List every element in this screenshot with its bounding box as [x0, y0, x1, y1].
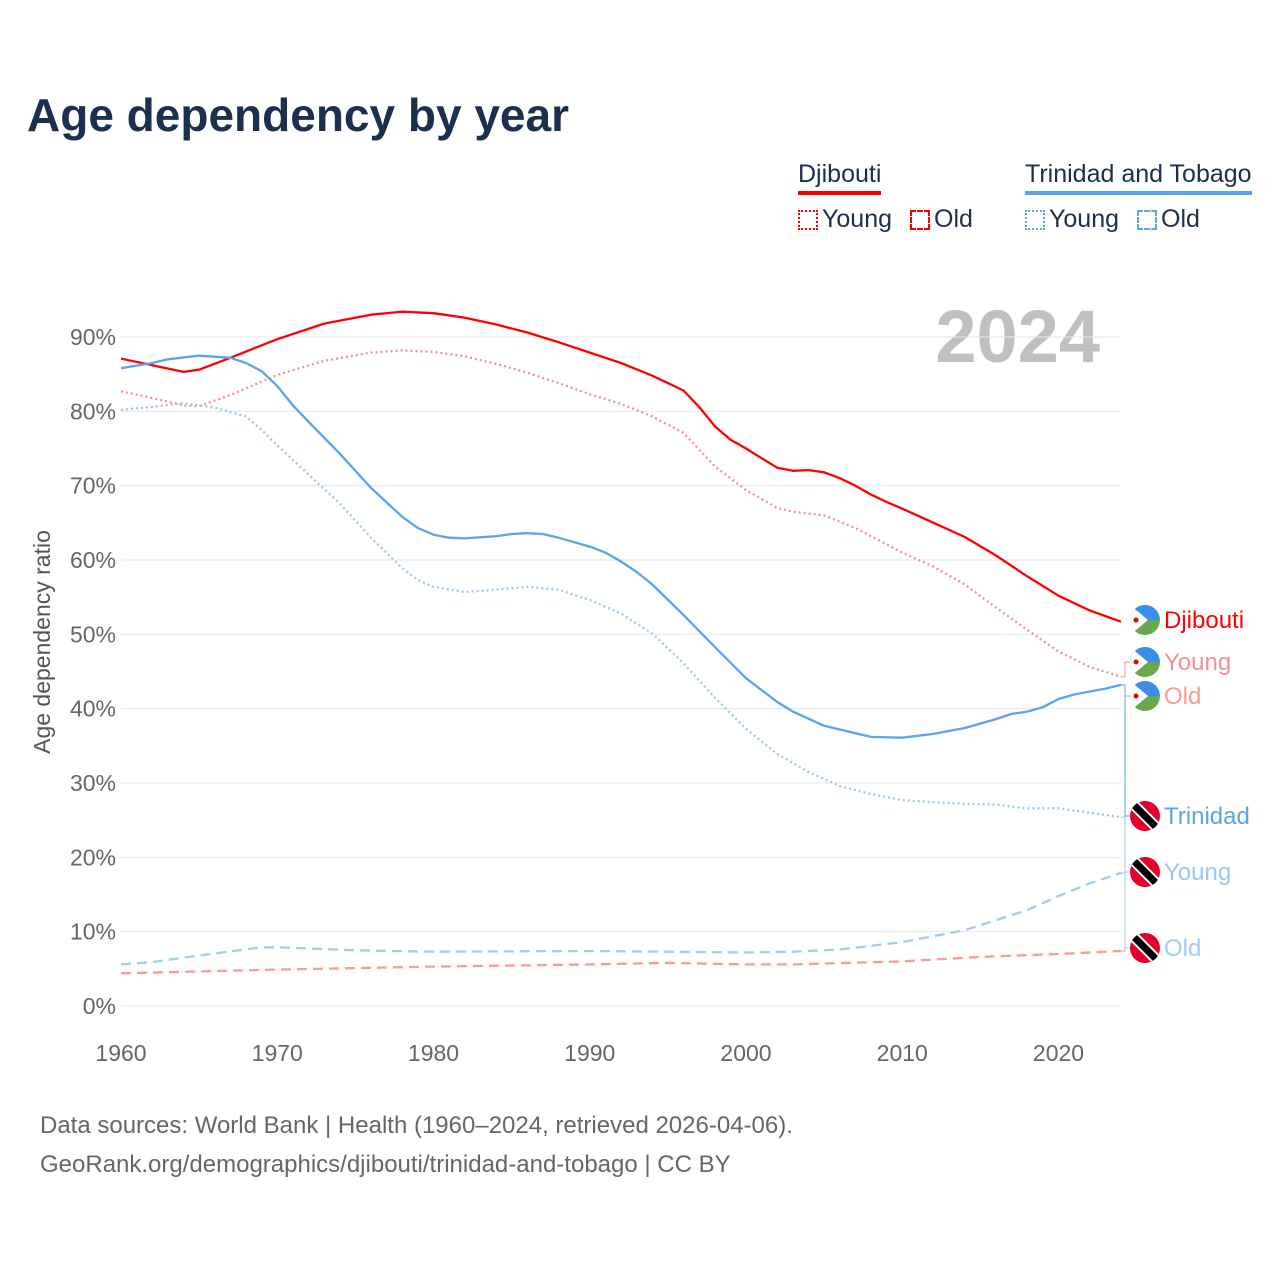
x-tick-label: 2010 [877, 1040, 928, 1066]
end-label: Old [1164, 683, 1201, 710]
x-tick-label: 2020 [1033, 1040, 1084, 1066]
x-tick-label: 1960 [95, 1040, 146, 1066]
legend-item-label: Old [1161, 205, 1200, 233]
legend-djibouti-old[interactable]: Old [910, 205, 973, 234]
footer: Data sources: World Bank | Health (1960–… [40, 1106, 793, 1184]
label-connector [1121, 695, 1131, 952]
djibouti-flag-icon [1130, 647, 1160, 677]
djibouti-flag-icon [1130, 681, 1160, 711]
label-connector [1121, 816, 1131, 873]
dotted-line-swatch-icon [798, 209, 818, 230]
trinidad-flag-icon [1130, 857, 1160, 887]
series-line-trinidad-and-tobago-old[interactable] [120, 871, 1122, 966]
trinidad-flag-icon [1130, 933, 1160, 963]
end-label: Old [1164, 935, 1201, 962]
label-connector [1121, 684, 1131, 817]
chart-title: Age dependency by year [27, 89, 569, 141]
y-tick-label: 90% [70, 324, 116, 350]
y-tick-label: 80% [70, 398, 116, 424]
y-tick-label: 40% [70, 696, 116, 722]
end-label: Young [1164, 649, 1231, 676]
y-tick-label: 50% [70, 621, 116, 647]
series-line-djibouti-old[interactable] [120, 949, 1122, 975]
x-tick-label: 1970 [252, 1040, 303, 1066]
line-chart: 2024 0%10%20%30%40%50%60%70%80%90%1960 19… [29, 295, 1250, 1066]
y-tick-label: 20% [70, 844, 116, 870]
x-tick-label: 2000 [720, 1040, 771, 1066]
legend-djibouti[interactable]: Djibouti Young Old [798, 160, 973, 234]
end-label: Trinidad [1164, 803, 1250, 830]
legend-item-label: Young [822, 205, 892, 233]
dashed-line-swatch-icon [1137, 209, 1157, 230]
end-label: Djibouti [1164, 607, 1244, 634]
footer-sources: Data sources: World Bank | Health (1960–… [40, 1112, 793, 1139]
y-tick-label: 60% [70, 547, 116, 573]
end-label: Young [1164, 859, 1231, 886]
dotted-line-swatch-icon [1025, 209, 1045, 230]
dashed-line-swatch-icon [910, 209, 930, 230]
label-connector [1121, 661, 1131, 678]
series-line-djibouti[interactable] [120, 310, 1122, 623]
x-tick-label: 1980 [408, 1040, 459, 1066]
series-line-djibouti-young[interactable] [120, 349, 1122, 678]
x-tick-label: 1990 [564, 1040, 615, 1066]
legend-trinidad[interactable]: Trinidad and Tobago Young Old [1025, 160, 1252, 234]
series-line-trinidad-and-tobago-young[interactable] [120, 402, 1122, 819]
legend-trinidad-old[interactable]: Old [1137, 205, 1200, 234]
trinidad-flag-icon [1130, 801, 1160, 831]
y-tick-label: 70% [70, 473, 116, 499]
y-axis-label: Age dependency ratio [29, 530, 55, 754]
y-tick-label: 30% [70, 770, 116, 796]
y-tick-label: 0% [83, 993, 116, 1019]
footer-link[interactable]: GeoRank.org/demographics/djibouti/trinid… [40, 1151, 731, 1178]
label-connector [1121, 872, 1131, 949]
legend-item-label: Young [1049, 205, 1119, 233]
legend-djibouti-young[interactable]: Young [798, 205, 892, 234]
djibouti-flag-icon [1130, 605, 1160, 635]
series-line-trinidad-and-tobago[interactable] [120, 354, 1122, 739]
legend-djibouti-label: Djibouti [798, 160, 882, 195]
legend-trinidad-young[interactable]: Young [1025, 205, 1119, 234]
y-tick-label: 10% [70, 919, 116, 945]
legend-trinidad-label: Trinidad and Tobago [1025, 160, 1252, 195]
legend-item-label: Old [934, 205, 973, 233]
